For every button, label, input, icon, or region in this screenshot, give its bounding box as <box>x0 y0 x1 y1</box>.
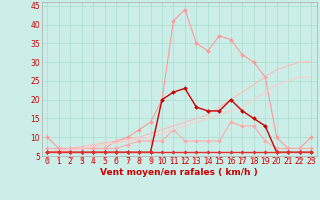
X-axis label: Vent moyen/en rafales ( km/h ): Vent moyen/en rafales ( km/h ) <box>100 168 258 177</box>
